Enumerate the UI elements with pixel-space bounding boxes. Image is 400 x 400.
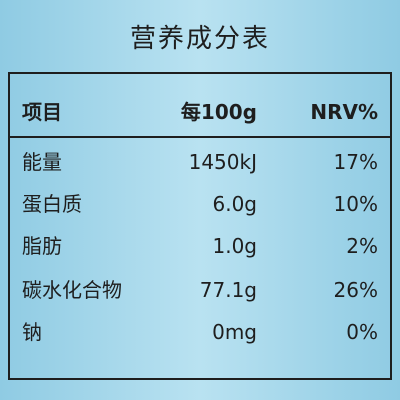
table-cell: 0% (346, 320, 378, 344)
column-header: NRV% (310, 100, 378, 124)
table-cell: 2% (346, 234, 378, 258)
table-cell: 10% (333, 192, 378, 216)
table-cell: 77.1g (199, 278, 257, 302)
table-cell: 钠 (22, 320, 42, 344)
table-cell: 蛋白质 (22, 192, 82, 216)
column-header: 项目 (22, 100, 62, 124)
table-cell: 1.0g (212, 234, 257, 258)
title: 营养成分表 (129, 24, 270, 54)
table-cell: 26% (333, 278, 378, 302)
header-rule (10, 136, 390, 138)
nutrition-table: 项目 每100g NRV% 能量 1450kJ 17% 蛋白质 6.0g 10% 脂肪 1.0g 2%… (8, 72, 392, 380)
column-header: 每100g (180, 100, 257, 124)
table-cell: 1450kJ (188, 150, 257, 174)
table-cell: 17% (333, 150, 378, 174)
table-cell: 碳水化合物 (22, 278, 122, 302)
table-cell: 0mg (212, 320, 257, 344)
table-cell: 能量 (22, 150, 62, 174)
table-cell: 脂肪 (22, 234, 62, 258)
table-cell: 6.0g (212, 192, 257, 216)
